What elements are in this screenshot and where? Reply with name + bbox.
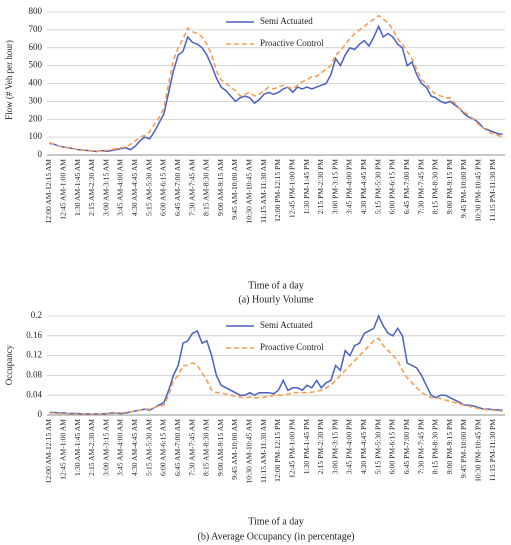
chart-caption: (b) Average Occupancy (in percentage) <box>198 531 355 542</box>
x-tick-label: 12:00 PM-12:15 PM <box>273 419 282 482</box>
x-tick-label: 12:00 AM-12:15 AM <box>44 159 53 224</box>
x-tick-label: 7:30 PM-7:45 PM <box>416 159 425 215</box>
x-tick-label: 6:00 PM-6:15 PM <box>388 159 397 215</box>
x-tick-label: 9:45 PM-10:00 PM <box>459 419 468 478</box>
x-tick-label: 6:00 AM-6:15 AM <box>159 419 168 476</box>
x-tick-label: 6:00 PM-6:15 PM <box>388 419 397 475</box>
x-tick-label: 7:30 PM-7:45 PM <box>416 419 425 475</box>
x-tick-label: 6:00 AM-6:15 AM <box>159 159 168 216</box>
x-tick-label: 9:45 PM-10:00 PM <box>459 159 468 218</box>
x-tick-label: 12:45 AM-1:00 AM <box>58 419 67 480</box>
x-tick-label: 6:45 AM-7:00 AM <box>173 419 182 476</box>
x-tick-label: 3:45 PM-4:00 PM <box>345 419 354 475</box>
x-tick-label: 2:15 PM-2:30 PM <box>316 159 325 215</box>
x-tick-label: 3:00 AM-3:15 AM <box>101 419 110 476</box>
y-tick-label: 700 <box>29 24 43 34</box>
x-tick-label: 9:00 AM-9:15 AM <box>216 159 225 216</box>
x-tick-label: 3:00 AM-3:15 AM <box>101 159 110 216</box>
x-tick-label: 12:45 AM-1:00 AM <box>58 159 67 220</box>
x-tick-label: 1:30 AM-1:45 AM <box>73 419 82 476</box>
x-tick-label: 7:30 AM-7:45 AM <box>187 419 196 476</box>
x-tick-label: 1:30 PM-1:45 PM <box>302 419 311 475</box>
x-tick-label: 5:15 AM-5:30 AM <box>144 419 153 476</box>
x-tick-label: 4:30 PM-4:45 PM <box>359 159 368 215</box>
data-line <box>49 14 503 153</box>
x-tick-label: 11:15 PM-11:30 PM <box>488 419 497 482</box>
x-tick-label: 2:15 AM-2:30 AM <box>87 419 96 476</box>
x-tick-label: 2:15 PM-2:30 PM <box>316 419 325 475</box>
legend-label: Semi Actuated <box>260 320 313 330</box>
x-tick-label: 7:30 AM-7:45 AM <box>187 159 196 216</box>
x-tick-label: 10:30 AM-10:45 AM <box>245 159 254 224</box>
x-tick-label: 9:00 PM-9:15 PM <box>445 419 454 475</box>
x-tick-label: 8:15 PM-8:30 PM <box>431 419 440 475</box>
y-tick-label: 100 <box>29 131 43 141</box>
y-tick-label: 0.16 <box>26 330 42 340</box>
x-tick-label: 6:45 PM-7:00 PM <box>402 419 411 475</box>
x-tick-label: 6:45 PM-7:00 PM <box>402 159 411 215</box>
y-axis-label: Occupancy <box>4 344 14 385</box>
x-tick-label: 12:00 PM-12:15 PM <box>273 159 282 222</box>
x-tick-label: 2:15 AM-2:30 AM <box>87 159 96 216</box>
y-tick-label: 0 <box>38 409 43 419</box>
legend-label: Proactive Control <box>260 38 324 48</box>
x-tick-label: 11:15 AM-11:30 AM <box>259 159 268 223</box>
chart-caption: (a) Hourly Volume <box>238 294 314 305</box>
x-tick-label: 5:15 AM-5:30 AM <box>144 159 153 216</box>
x-axis-label: Time of a day <box>248 516 303 527</box>
x-tick-label: 4:30 AM-4:45 AM <box>130 419 139 476</box>
x-tick-label: 10:30 PM-10:45 PM <box>474 159 483 222</box>
y-tick-label: 600 <box>29 42 43 52</box>
y-tick-label: 0.08 <box>26 369 42 379</box>
x-tick-label: 9:45 AM-10:00 AM <box>230 159 239 220</box>
y-tick-label: 0 <box>38 149 43 159</box>
x-tick-label: 3:45 PM-4:00 PM <box>345 159 354 215</box>
y-tick-label: 500 <box>29 60 43 70</box>
x-tick-label: 9:45 AM-10:00 AM <box>230 419 239 480</box>
y-tick-label: 800 <box>29 6 43 16</box>
x-tick-label: 11:15 PM-11:30 PM <box>488 159 497 222</box>
data-line <box>49 24 503 153</box>
data-line <box>49 314 503 415</box>
x-tick-label: 4:30 AM-4:45 AM <box>130 159 139 216</box>
y-axis-label: Flow (# Veh per hour) <box>4 40 14 120</box>
x-tick-label: 6:45 AM-7:00 AM <box>173 159 182 216</box>
x-tick-label: 12:00 AM-12:15 AM <box>44 419 53 484</box>
x-tick-label: 1:30 AM-1:45 AM <box>73 159 82 216</box>
x-tick-label: 8:15 PM-8:30 PM <box>431 159 440 215</box>
x-tick-label: 8:15 AM-8:30 AM <box>202 159 211 216</box>
x-tick-label: 12:45 PM-1:00 PM <box>287 159 296 218</box>
x-tick-label: 5:15 PM-5:30 PM <box>373 419 382 475</box>
x-tick-label: 9:00 AM-9:15 AM <box>216 419 225 476</box>
y-tick-label: 0.2 <box>31 310 42 320</box>
x-tick-label: 3:00 PM-3:15 PM <box>330 159 339 215</box>
y-tick-label: 0.12 <box>26 350 42 360</box>
x-tick-label: 3:45 AM-4:00 AM <box>116 159 125 216</box>
legend-label: Proactive Control <box>260 342 324 352</box>
x-axis-label: Time of a day <box>248 280 303 291</box>
y-tick-label: 0.04 <box>26 389 42 399</box>
legend-label: Semi Actuated <box>260 16 313 26</box>
x-tick-label: 3:00 PM-3:15 PM <box>330 419 339 475</box>
x-tick-label: 8:15 AM-8:30 AM <box>202 419 211 476</box>
y-tick-label: 300 <box>29 95 43 105</box>
y-tick-label: 200 <box>29 113 43 123</box>
x-tick-label: 1:30 PM-1:45 PM <box>302 159 311 215</box>
x-tick-label: 3:45 AM-4:00 AM <box>116 419 125 476</box>
x-tick-label: 9:00 PM-9:15 PM <box>445 159 454 215</box>
x-tick-label: 10:30 PM-10:45 PM <box>474 419 483 482</box>
data-line <box>49 337 503 415</box>
x-tick-label: 10:30 AM-10:45 AM <box>245 419 254 484</box>
y-tick-label: 400 <box>29 78 43 88</box>
x-tick-label: 11:15 AM-11:30 AM <box>259 419 268 483</box>
x-tick-label: 5:15 PM-5:30 PM <box>373 159 382 215</box>
x-tick-label: 4:30 PM-4:45 PM <box>359 419 368 475</box>
x-tick-label: 12:45 PM-1:00 PM <box>287 419 296 478</box>
